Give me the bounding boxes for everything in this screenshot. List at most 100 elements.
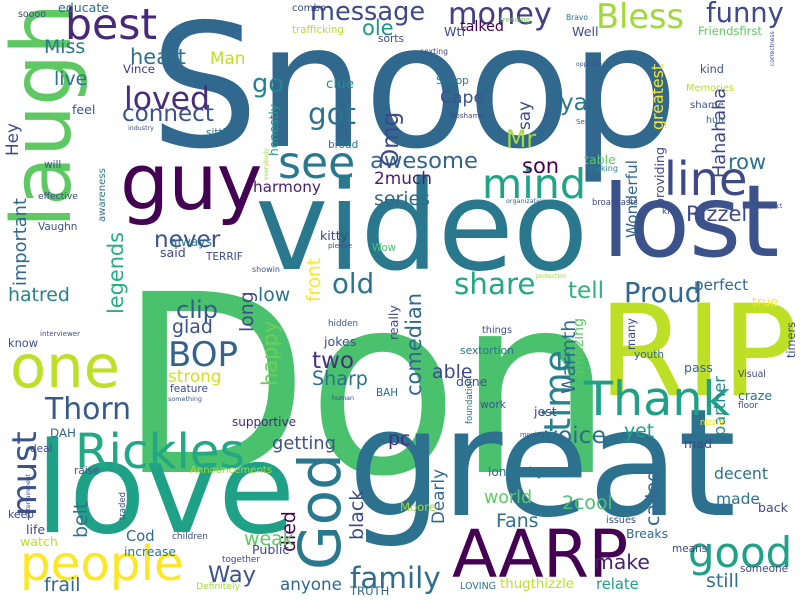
cloud-word-jest: jest <box>534 404 557 419</box>
cloud-word-bop: BOP <box>168 335 238 375</box>
cloud-word-sitting: sitting <box>206 127 239 139</box>
cloud-word-broad: broad <box>328 139 359 151</box>
cloud-word-amazing: amazing <box>571 318 587 378</box>
cloud-word-correctness: correctness <box>769 31 776 66</box>
cloud-word-called: called <box>642 469 664 526</box>
cloud-word-old: old <box>332 267 375 300</box>
cloud-word-getting: getting <box>272 433 336 454</box>
cloud-word-friendsfirst: Friendsfirst <box>698 24 762 38</box>
cloud-word-love: love <box>35 415 295 562</box>
cloud-word-perfect: perfect <box>694 276 749 294</box>
cloud-word-timers: timers <box>785 321 798 358</box>
cloud-word-feel: feel <box>72 102 96 117</box>
cloud-word-row: row <box>728 150 767 174</box>
cloud-word-sharp: Sharp <box>312 367 368 390</box>
cloud-word-awesome: awesome <box>370 148 478 174</box>
cloud-word-voice: voice <box>544 421 606 449</box>
cloud-word-loving: LOVING <box>460 581 497 592</box>
cloud-word-weak: weak <box>244 528 294 550</box>
cloud-word-dearly: Dearly <box>428 468 448 524</box>
cloud-word-sexting: sexting <box>420 47 448 56</box>
cloud-word-truth: TRUTH <box>350 584 390 598</box>
cloud-word-frail: frail <box>44 574 81 596</box>
cloud-word-traded: traded <box>117 492 127 520</box>
cloud-word-series: series <box>374 188 430 210</box>
cloud-word-one: one <box>10 332 121 401</box>
cloud-word-important: important <box>10 198 31 286</box>
cloud-word-rip: RIP <box>598 277 798 425</box>
cloud-word-shame: shame <box>690 100 724 111</box>
cloud-word-thank: Thank <box>584 372 730 427</box>
cloud-word-cape: Cape <box>440 88 485 108</box>
cloud-word-interviewer: interviewer <box>40 329 80 338</box>
cloud-word-yet: yet <box>624 420 655 442</box>
cloud-word-decent: decent <box>714 464 768 483</box>
cloud-word-mad: mad <box>684 436 712 451</box>
cloud-word-2much: 2much <box>374 168 432 188</box>
cloud-word-world: world <box>484 488 533 508</box>
cloud-word-table: table <box>584 152 616 167</box>
cloud-word-snoop: Snoop <box>436 75 469 87</box>
cloud-word-see: see <box>278 138 356 189</box>
cloud-word-cod: Cod <box>126 528 155 545</box>
cloud-word-someone: someone <box>740 563 789 575</box>
cloud-word-talked: talked <box>460 19 504 35</box>
cloud-word-bravo: Bravo <box>566 13 588 22</box>
cloud-word-jokes: jokes <box>324 334 357 349</box>
cloud-word-best: best <box>65 0 158 50</box>
cloud-word-ya: ya <box>560 90 588 116</box>
cloud-word-will: will <box>44 159 62 171</box>
cloud-word-way: Way <box>208 562 256 588</box>
cloud-word-two: two <box>312 348 355 374</box>
cloud-word-never: never <box>154 227 221 253</box>
cloud-word-line: line <box>664 152 748 206</box>
cloud-word-don: Don <box>118 241 614 531</box>
cloud-word-2cool: 2cool <box>562 492 613 514</box>
cloud-word-kind: kind <box>700 63 724 76</box>
cloud-word-raise: raise <box>74 465 100 477</box>
cloud-word-money: money <box>448 0 552 32</box>
cloud-word-greatest: greatest <box>648 63 667 130</box>
cloud-word-miss: Miss <box>44 36 86 58</box>
cloud-word-heart: heart <box>130 45 186 69</box>
cloud-word-awareness: awareness <box>97 168 108 222</box>
cloud-word-moore: Moore <box>400 500 436 514</box>
cloud-word-family: family <box>350 561 441 595</box>
cloud-word-please: please <box>328 241 352 250</box>
cloud-word-bless: Bless <box>596 0 685 36</box>
cloud-word-definitely: Definitely <box>196 581 240 592</box>
cloud-word-hey: Hey <box>2 123 22 156</box>
cloud-word-respect: respect <box>760 203 783 210</box>
cloud-word-pass: pass <box>684 360 713 375</box>
cloud-word-visual: Visual <box>738 369 766 380</box>
cloud-word-issues: issues <box>606 515 636 526</box>
cloud-word-memories: Memories <box>686 83 734 94</box>
cloud-word-still: still <box>706 570 739 592</box>
cloud-word-something: something <box>168 395 203 403</box>
cloud-word-nizzle: nizzle <box>700 417 724 427</box>
cloud-word-soooo: soooo <box>18 9 46 20</box>
cloud-word-glad: glad <box>172 316 213 338</box>
cloud-word-good: good <box>688 528 793 577</box>
cloud-word-relate: relate <box>596 576 639 593</box>
cloud-word-message: message <box>310 0 426 27</box>
cloud-word-making: making <box>588 163 618 173</box>
cloud-word-watch: watch <box>20 534 58 549</box>
cloud-word-industry: industry <box>128 125 154 132</box>
cloud-word-deal: deal <box>30 443 53 455</box>
cloud-word-trending: trending <box>500 15 531 24</box>
cloud-word-human: human <box>332 395 354 402</box>
cloud-word-black: black <box>346 489 368 540</box>
cloud-word-kitty: kitty <box>320 228 349 243</box>
cloud-word-kids: kids <box>662 207 681 217</box>
cloud-word-floor: floor <box>738 401 759 411</box>
cloud-word-anyone: anyone <box>280 574 342 594</box>
cloud-word-clue: clue <box>326 77 354 92</box>
cloud-word-wtf: Wtf <box>444 24 466 39</box>
cloud-word-loved: loved <box>124 81 211 117</box>
cloud-word-effective: effective <box>38 191 78 202</box>
cloud-word-back: back <box>758 500 788 515</box>
cloud-word-man: Man <box>210 48 246 68</box>
cloud-word-fans: Fans <box>496 510 539 532</box>
cloud-word-life: life <box>26 522 46 537</box>
